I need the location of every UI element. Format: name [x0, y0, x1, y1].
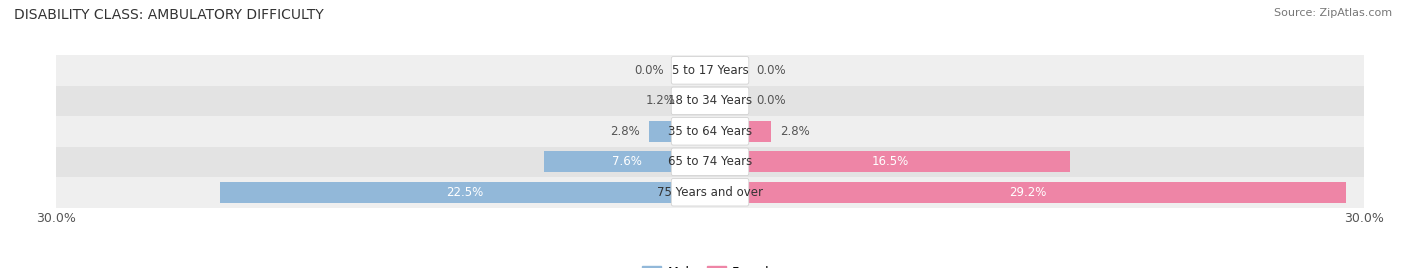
Text: 5 to 17 Years: 5 to 17 Years [672, 64, 748, 77]
Text: 0.0%: 0.0% [634, 64, 664, 77]
Bar [56, 55, 1364, 85]
Text: 2.8%: 2.8% [610, 125, 640, 138]
Text: 2.8%: 2.8% [780, 125, 810, 138]
Bar [650, 121, 710, 142]
FancyBboxPatch shape [671, 178, 749, 206]
Legend: Male, Female: Male, Female [637, 260, 783, 268]
FancyBboxPatch shape [671, 87, 749, 114]
Text: 0.0%: 0.0% [756, 94, 786, 107]
Bar [56, 85, 1364, 116]
FancyBboxPatch shape [671, 118, 749, 145]
Bar [710, 121, 770, 142]
Bar [544, 151, 710, 172]
Text: DISABILITY CLASS: AMBULATORY DIFFICULTY: DISABILITY CLASS: AMBULATORY DIFFICULTY [14, 8, 323, 22]
Text: 0.0%: 0.0% [756, 64, 786, 77]
FancyBboxPatch shape [671, 57, 749, 84]
Text: 18 to 34 Years: 18 to 34 Years [668, 94, 752, 107]
Text: 35 to 64 Years: 35 to 64 Years [668, 125, 752, 138]
FancyBboxPatch shape [671, 148, 749, 176]
Text: 16.5%: 16.5% [872, 155, 908, 168]
Bar [710, 182, 1347, 203]
Text: 29.2%: 29.2% [1010, 186, 1047, 199]
Bar [683, 91, 710, 111]
Text: 75 Years and over: 75 Years and over [657, 186, 763, 199]
Text: 1.2%: 1.2% [645, 94, 675, 107]
Bar [710, 151, 1070, 172]
Bar [56, 147, 1364, 177]
Bar [219, 182, 710, 203]
Text: Source: ZipAtlas.com: Source: ZipAtlas.com [1274, 8, 1392, 18]
Text: 7.6%: 7.6% [612, 155, 643, 168]
Text: 65 to 74 Years: 65 to 74 Years [668, 155, 752, 168]
Bar [56, 177, 1364, 207]
Bar [56, 116, 1364, 147]
Text: 22.5%: 22.5% [446, 186, 484, 199]
